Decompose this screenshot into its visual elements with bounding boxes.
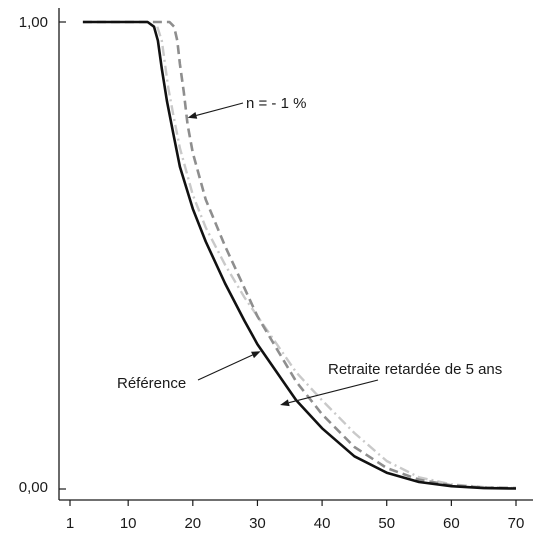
annotation-arrow-head [251, 351, 261, 359]
annotation-arrows [187, 102, 379, 407]
annotation-label-n-minus-1: n = - 1 % [246, 95, 306, 112]
x-tick-label: 1 [66, 515, 74, 532]
series-layer [82, 20, 517, 490]
y-tick-label: 0,00 [19, 479, 48, 496]
annotation-label-retirement-delayed: Retraite retardée de 5 ans [328, 361, 502, 378]
series-line-solid [82, 20, 517, 490]
annotation-arrow-line [196, 102, 244, 116]
axes: 1,00 0,00 [19, 8, 533, 501]
series-line-dashdot [156, 26, 517, 490]
annotation-arrow-head [280, 399, 290, 407]
annotation-label-reference: Référence [117, 375, 186, 392]
x-tick-label: 40 [314, 515, 331, 532]
x-tick-label: 60 [443, 515, 460, 532]
annotation-arrow-head [187, 112, 198, 119]
annotation-layer: n = - 1 % Référence Retraite retardée de… [117, 95, 502, 407]
series-line-dashed [82, 20, 517, 490]
x-tick-label: 20 [184, 515, 201, 532]
y-tick-label: 1,00 [19, 14, 48, 31]
annotation-arrow-line [288, 379, 379, 404]
x-tick-label: 30 [249, 515, 266, 532]
x-ticks: 1 10 20 30 40 50 60 70 [66, 500, 525, 532]
annotation-arrow-line [197, 354, 253, 381]
x-tick-label: 70 [508, 515, 525, 532]
x-tick-label: 10 [120, 515, 137, 532]
x-tick-label: 50 [378, 515, 395, 532]
